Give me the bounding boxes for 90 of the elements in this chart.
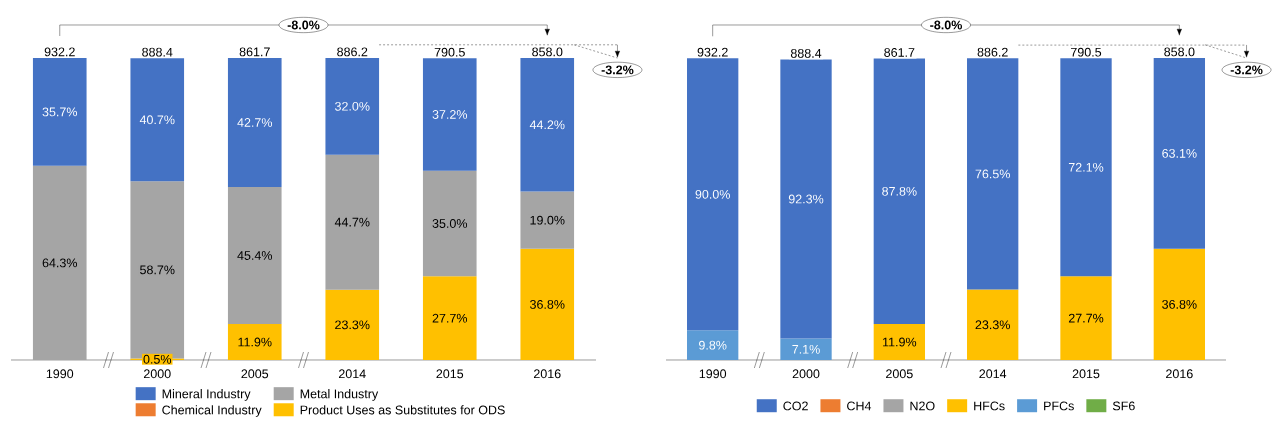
data-label: 11.9% xyxy=(238,337,272,347)
data-label: 90.0% xyxy=(695,189,730,199)
x-tick-label: 2015 xyxy=(436,369,464,379)
data-label: 7.1% xyxy=(792,344,820,354)
bar xyxy=(967,58,1019,290)
data-label: 44.2% xyxy=(529,120,565,130)
text: -3.2% xyxy=(601,65,634,75)
bar xyxy=(967,289,1019,360)
x-tick-label: 2005 xyxy=(241,369,269,379)
legend-label: Metal Industry xyxy=(300,389,379,401)
bar xyxy=(422,58,477,171)
x-tick-label: 2016 xyxy=(1166,369,1193,379)
text: 932.2 xyxy=(44,47,75,57)
x-tick-label: 2016 xyxy=(533,369,561,379)
text: 861.7 xyxy=(884,48,915,57)
data-label: 92.3% xyxy=(788,194,824,204)
data-label: 44.7% xyxy=(334,217,370,227)
x-tick-label: 2014 xyxy=(979,369,1007,379)
text: -3.2% xyxy=(1230,65,1263,75)
data-label: 9.8% xyxy=(699,340,727,350)
x-tick-label: 2000 xyxy=(143,369,171,379)
data-label: 76.5% xyxy=(975,169,1010,179)
bar xyxy=(32,58,87,166)
data-label: 35.0% xyxy=(432,219,468,228)
bar xyxy=(687,58,739,331)
text: 932.2 xyxy=(697,47,728,57)
bar xyxy=(422,276,477,360)
data-label: 36.8% xyxy=(1162,299,1197,309)
text: 858.0 xyxy=(532,47,563,57)
bar xyxy=(1153,58,1206,249)
text: 790.5 xyxy=(1071,47,1102,57)
data-label: 32.0% xyxy=(335,101,370,111)
data-label: 23.3% xyxy=(335,320,370,330)
data-label: 27.7% xyxy=(1068,313,1104,323)
data-label: 23.3% xyxy=(975,320,1010,330)
text: 886.2 xyxy=(977,47,1008,57)
text: 790.5 xyxy=(434,47,465,57)
legend-label: CO2 xyxy=(783,401,808,411)
bar xyxy=(1060,276,1112,360)
text: -8.0% xyxy=(287,20,320,30)
bar xyxy=(227,186,282,325)
legend-label: N2O xyxy=(910,401,935,411)
x-tick-label: 2000 xyxy=(792,369,820,379)
legend-label: PFCs xyxy=(1044,401,1074,411)
bar xyxy=(422,170,477,277)
x-tick-label: 2005 xyxy=(886,369,913,379)
bar xyxy=(32,165,87,360)
data-label: 35.7% xyxy=(42,107,78,117)
data-label: 27.7% xyxy=(432,313,468,323)
data-label: 58.7% xyxy=(140,265,175,275)
bar xyxy=(130,58,185,182)
x-tick-label: 2014 xyxy=(338,369,366,379)
bar xyxy=(520,58,575,192)
legend-label: Product Uses as Substitutes for ODS xyxy=(300,405,505,415)
legend-label: Chemical Industry xyxy=(162,405,262,417)
legend-label: CH4 xyxy=(847,401,872,411)
legend-label: HFCs xyxy=(974,401,1005,411)
bar xyxy=(1153,248,1206,360)
data-label: 87.8% xyxy=(882,186,917,196)
bar xyxy=(780,59,832,339)
bar xyxy=(325,154,380,290)
text: -8.0% xyxy=(930,20,962,30)
text: 861.7 xyxy=(239,47,270,57)
data-label: 63.1% xyxy=(1162,148,1197,158)
text: 888.4 xyxy=(142,47,173,57)
data-label: 72.1% xyxy=(1068,162,1104,172)
data-label: 64.3% xyxy=(42,258,78,268)
bar xyxy=(873,58,926,325)
data-label: 42.7% xyxy=(237,118,273,127)
bar xyxy=(1060,58,1112,277)
x-tick-label: 1990 xyxy=(699,369,727,379)
data-label: 40.7% xyxy=(139,115,175,125)
text: 886.2 xyxy=(337,47,368,57)
bar xyxy=(520,191,575,249)
text: 858.0 xyxy=(1164,47,1195,57)
data-label: 45.4% xyxy=(237,251,273,260)
x-tick-label: 1990 xyxy=(46,369,74,379)
bar xyxy=(325,289,380,360)
data-label: 19.0% xyxy=(530,215,565,225)
data-label: 37.2% xyxy=(432,110,468,119)
data-label: 11.9% xyxy=(883,337,917,347)
x-tick-label: 2015 xyxy=(1072,369,1100,379)
data-label: 36.8% xyxy=(530,300,565,309)
bar xyxy=(325,58,380,155)
legend-label: Mineral Industry xyxy=(162,389,251,401)
legend-label: SF6 xyxy=(1112,401,1135,411)
data-label: 0.5% xyxy=(143,354,172,364)
text: 888.4 xyxy=(790,48,822,58)
bar xyxy=(520,248,575,360)
bar xyxy=(227,58,282,187)
